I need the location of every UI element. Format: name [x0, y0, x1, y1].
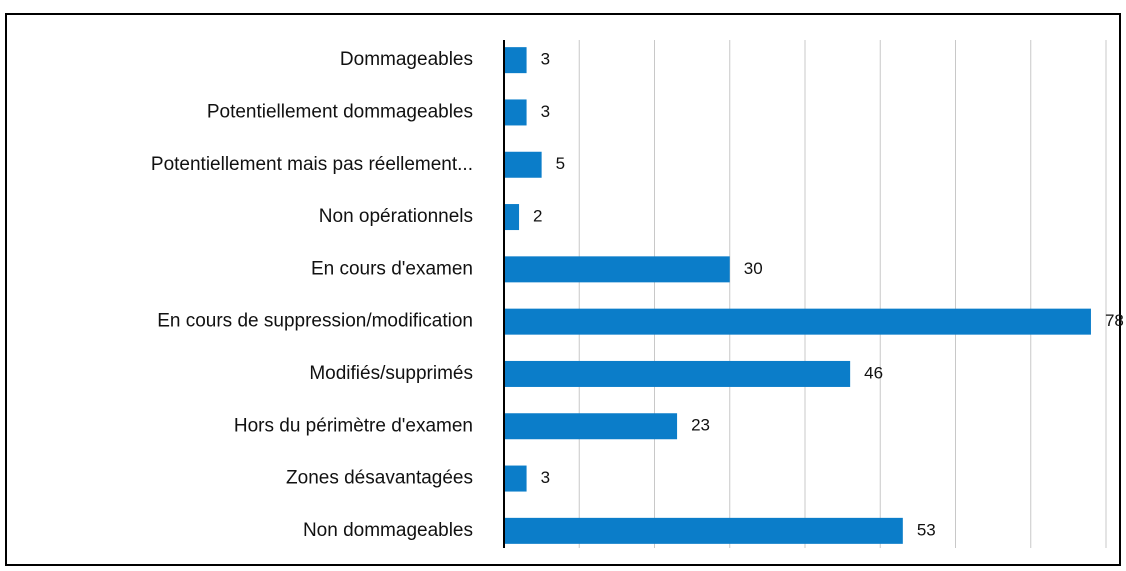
category-label: En cours d'examen	[311, 258, 473, 279]
bar	[504, 151, 542, 178]
bar	[504, 256, 730, 283]
category-label: Potentiellement dommageables	[207, 101, 473, 122]
value-label: 3	[541, 102, 550, 121]
value-label: 78	[1105, 311, 1124, 330]
bar	[504, 204, 520, 231]
category-label: Zones désavantagées	[286, 468, 473, 489]
value-label: 23	[691, 416, 710, 435]
category-label: En cours de suppression/modification	[157, 311, 473, 332]
value-label: 30	[744, 259, 763, 278]
category-label: Potentiellement mais pas réellement...	[151, 154, 473, 175]
bar	[504, 465, 527, 492]
bar	[504, 517, 903, 544]
value-label: 5	[556, 154, 565, 173]
category-label: Non dommageables	[303, 520, 473, 541]
category-label: Modifiés/supprimés	[309, 363, 473, 384]
category-label: Dommageables	[340, 49, 473, 70]
value-label: 46	[864, 363, 883, 382]
frame	[5, 13, 1121, 566]
value-label: 2	[533, 207, 542, 226]
category-label: Non opérationnels	[319, 206, 473, 227]
bar	[504, 99, 527, 126]
value-label: 3	[541, 468, 550, 487]
bar	[504, 308, 1091, 335]
bar	[504, 47, 527, 74]
value-label: 53	[917, 520, 936, 539]
category-label: Hors du périmètre d'examen	[234, 415, 473, 436]
bar	[504, 413, 678, 440]
bar	[504, 360, 851, 387]
value-label: 3	[541, 50, 550, 69]
